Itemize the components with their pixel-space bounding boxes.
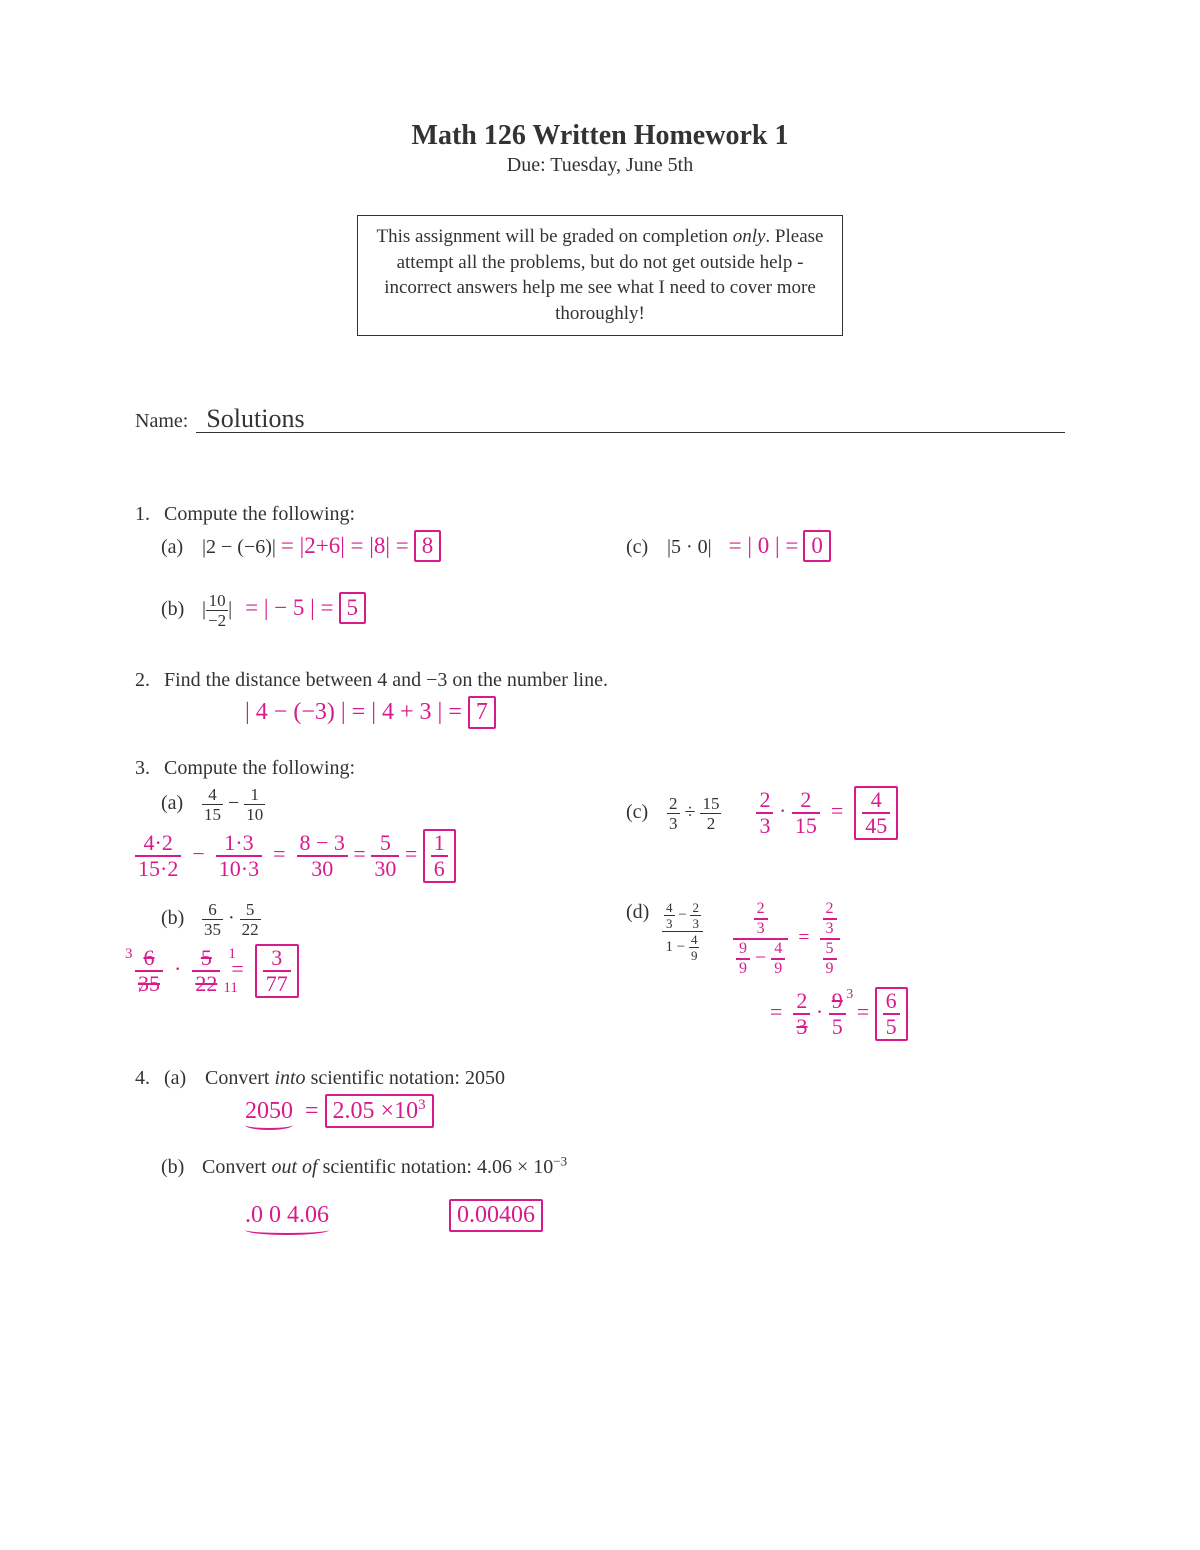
p1a: (a) |2 − (−6)| = |2+6| = |8| = 8	[135, 530, 600, 562]
p1a-work: = |2+6| = |8| =	[281, 533, 409, 558]
p1b-work: = | − 5 | =	[245, 595, 333, 620]
p4a-work: 2050 = 2.05 ×103	[245, 1094, 1065, 1128]
name-line: Solutions	[196, 406, 1065, 433]
p1c: (c) |5 · 0| = | 0 | = 0	[600, 530, 1065, 562]
page: Math 126 Written Homework 1 Due: Tuesday…	[0, 0, 1200, 1550]
p1c-work: = | 0 | =	[729, 533, 799, 558]
problem-3: 3. Compute the following: (a) 415 − 110 …	[135, 757, 1065, 1041]
p3d-work2: = 23 · 3 95 = 65	[770, 987, 1065, 1041]
p4b-prompt: Convert out of scientific notation: 4.06…	[202, 1156, 567, 1178]
content-area: Math 126 Written Homework 1 Due: Tuesday…	[135, 120, 1065, 1258]
p3d-work: 23 99 − 49 = 23 59	[733, 901, 840, 977]
p1-prompt: Compute the following:	[164, 503, 355, 525]
p4b-ans: 0.00406	[449, 1199, 543, 1232]
p4b-work-row: .0 0 4.06 0.00406	[245, 1199, 1065, 1232]
p1a-ans: 8	[414, 530, 442, 562]
p1a-printed: |2 − (−6)|	[202, 536, 276, 558]
name-value: Solutions	[206, 404, 304, 434]
p4a-ans: 2.05 ×103	[325, 1094, 434, 1128]
p3a-work: 4·215·2 − 1·310·3 = 8 − 330 = 530 = 16	[135, 829, 600, 883]
problem-4: 4. (a) Convert into scientific notation:…	[135, 1067, 1065, 1233]
doc-title: Math 126 Written Homework 1	[135, 120, 1065, 152]
p3a: (a) 415 − 110 4·215·2 − 1·310·3 = 8 − 33…	[135, 786, 600, 883]
p2-ans: 7	[468, 696, 496, 729]
name-row: Name: Solutions	[135, 406, 1065, 433]
p1b-ans: 5	[339, 592, 367, 624]
p2-prompt: Find the distance between 4 and −3 on th…	[164, 669, 608, 691]
name-label: Name:	[135, 410, 188, 433]
p3b-work: 3 635 7 · 1 522 11 = 377	[135, 944, 600, 998]
p1c-ans: 0	[803, 530, 831, 562]
p4b-work: .0 0 4.06	[245, 1202, 329, 1229]
p3c-work: 23 · 215 = 445	[756, 798, 898, 823]
notice-box: This assignment will be graded on comple…	[357, 215, 843, 336]
p1b-printed: |10−2|	[202, 598, 232, 620]
p1c-printed: |5 · 0|	[667, 536, 712, 558]
p3b: (b) 635 · 522 3 635 7 ·	[135, 901, 600, 998]
p3d: (d) 43 − 23 1 − 49	[600, 901, 1065, 1041]
problem-1: 1. Compute the following: (a) |2 − (−6)|…	[135, 503, 1065, 629]
p2-work: | 4 − (−3) | = | 4 + 3 | = 7	[245, 696, 1065, 729]
p4a-prompt: Convert into scientific notation: 2050	[205, 1067, 505, 1089]
due-date: Due: Tuesday, June 5th	[135, 154, 1065, 177]
problems: 1. Compute the following: (a) |2 − (−6)|…	[135, 503, 1065, 1233]
p1b: (b) |10−2| = | − 5 | = 5	[135, 592, 600, 629]
problem-2: 2. Find the distance between 4 and −3 on…	[135, 669, 1065, 729]
p1-num: 1.	[135, 503, 159, 526]
p3c: (c) 23 ÷ 152 23 · 215 = 445	[600, 786, 1065, 840]
p3-prompt: Compute the following:	[164, 757, 355, 779]
